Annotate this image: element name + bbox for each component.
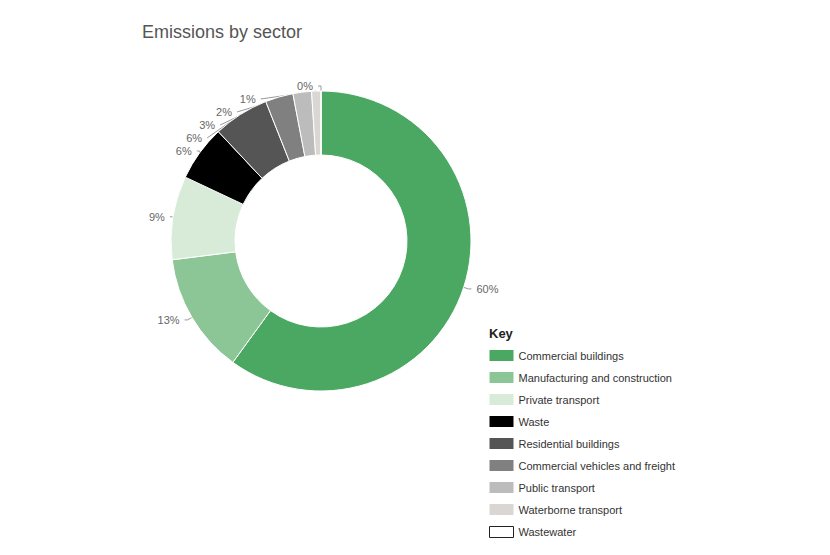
svg-text:2%: 2% bbox=[216, 106, 232, 118]
svg-text:6%: 6% bbox=[186, 132, 202, 144]
svg-text:1%: 1% bbox=[240, 93, 256, 105]
svg-text:Commercial vehicles and freigh: Commercial vehicles and freight bbox=[519, 460, 676, 472]
svg-text:60%: 60% bbox=[476, 283, 498, 295]
svg-text:Waste: Waste bbox=[519, 416, 550, 428]
svg-text:Commercial buildings: Commercial buildings bbox=[519, 350, 625, 362]
svg-text:6%: 6% bbox=[176, 145, 192, 157]
svg-text:Private transport: Private transport bbox=[519, 394, 600, 406]
svg-text:Public transport: Public transport bbox=[519, 482, 595, 494]
svg-text:Manufacturing and construction: Manufacturing and construction bbox=[519, 372, 672, 384]
svg-text:3%: 3% bbox=[199, 119, 215, 131]
svg-text:Emissions by sector: Emissions by sector bbox=[142, 22, 302, 42]
svg-text:0%: 0% bbox=[297, 80, 313, 92]
svg-text:Residential buildings: Residential buildings bbox=[519, 438, 620, 450]
svg-text:Wastewater: Wastewater bbox=[519, 526, 577, 538]
svg-text:Waterborne transport: Waterborne transport bbox=[519, 504, 623, 516]
svg-text:13%: 13% bbox=[158, 314, 180, 326]
svg-text:Key: Key bbox=[489, 326, 514, 341]
svg-text:9%: 9% bbox=[149, 211, 165, 223]
